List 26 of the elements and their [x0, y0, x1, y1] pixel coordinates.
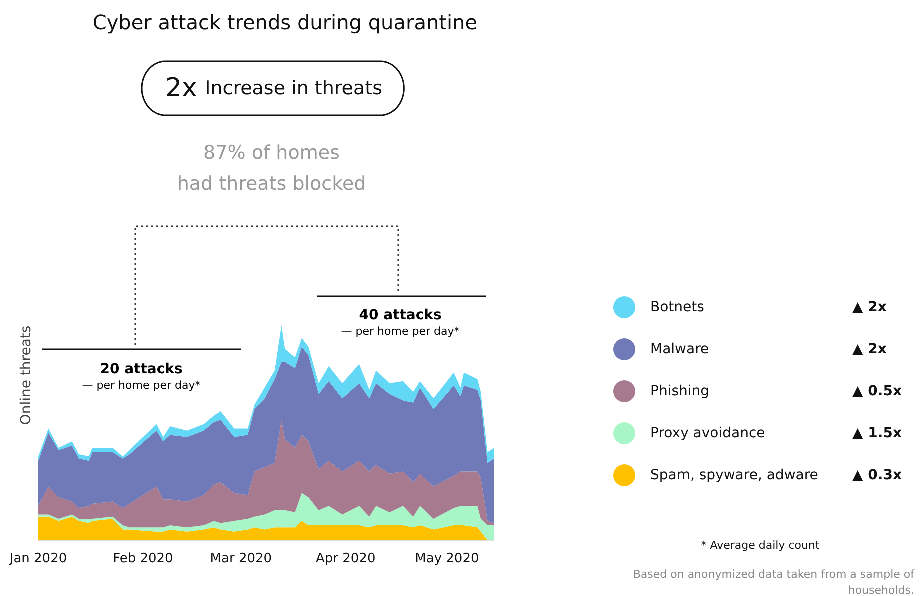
annotation: — per home per day*: [82, 379, 202, 392]
text: ▲ 2x: [852, 342, 887, 358]
legend-label: Malware: [650, 342, 710, 358]
text: 40 attacks: [359, 308, 442, 324]
text: Increase in threats: [205, 78, 382, 100]
text: * Average daily count: [701, 539, 820, 552]
text: 87% of homes had threats blocked: [177, 142, 366, 195]
legend-label: Phishing: [650, 384, 710, 400]
chart-title: Cyber attack trends during quarantine: [92, 10, 478, 34]
text: Based on anonymized data taken from a sample of households.: [633, 568, 916, 596]
text: ▲ 0.3x: [852, 468, 902, 484]
y-axis-title: Online threats: [18, 326, 34, 426]
x-tick-label: Jan 2020: [8, 552, 68, 566]
x-tick-label: May 2020: [415, 552, 480, 566]
text: ▲ 2x: [852, 300, 887, 316]
text: ▲ 1.5x: [852, 426, 902, 442]
x-tick-label: Apr 2020: [316, 552, 376, 566]
x-tick-label: Feb 2020: [113, 552, 174, 566]
annotation: 20 attacks: [100, 362, 183, 378]
annotation: — per home per day*: [341, 325, 460, 338]
text: 2x: [165, 74, 198, 104]
legend-label: Proxy avoidance: [650, 426, 766, 442]
legend-label: Spam, spyware, adware: [650, 468, 818, 484]
text: ▲ 0.5x: [852, 384, 902, 400]
x-tick-label: Mar 2020: [210, 552, 272, 566]
legend-label: Botnets: [650, 300, 704, 316]
